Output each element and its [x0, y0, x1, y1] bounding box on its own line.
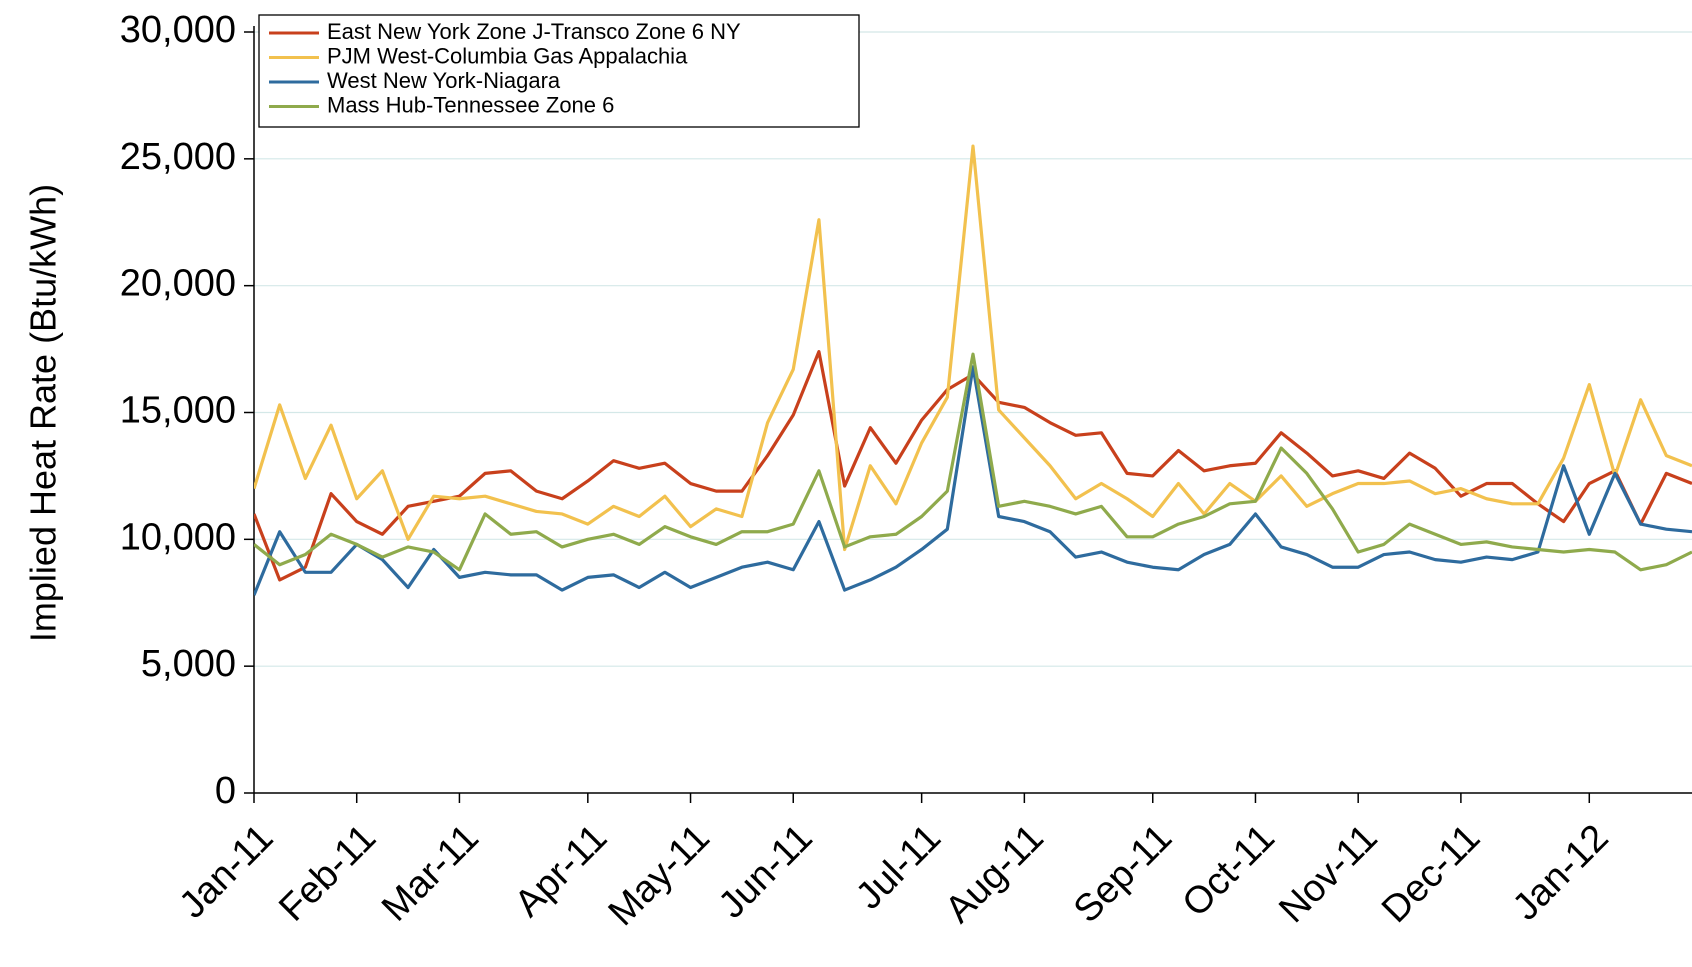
y-tick-label: 30,000	[120, 9, 236, 51]
y-tick-label: 10,000	[120, 516, 236, 558]
series-group	[254, 365, 1692, 596]
legend-label: PJM West-Columbia Gas Appalachia	[327, 43, 688, 68]
x-tick-label: Mar-11	[374, 817, 487, 930]
x-tick-label: Dec-11	[1374, 817, 1488, 931]
x-tick-label: Feb-11	[271, 817, 384, 930]
x-tick-label: May-11	[601, 817, 718, 934]
x-tick-label: Aug-11	[937, 817, 1051, 931]
x-tick-label: Oct-11	[1175, 817, 1283, 925]
series-group	[254, 352, 1692, 572]
y-axis-title: Implied Heat Rate (Btu/kWh)	[23, 184, 64, 642]
x-tick-label: Jan-12	[1505, 817, 1617, 929]
series-line	[254, 352, 1692, 572]
series-group	[254, 144, 1692, 552]
x-tick-label: Nov-11	[1271, 817, 1385, 931]
legend-label: East New York Zone J-Transco Zone 6 NY	[327, 19, 741, 44]
legend-label: Mass Hub-Tennessee Zone 6	[327, 92, 614, 117]
y-tick-label: 5,000	[141, 643, 236, 685]
y-tick-label: 15,000	[120, 390, 236, 432]
legend-box	[258, 14, 860, 128]
series-line	[254, 144, 1692, 552]
x-tick-label: Sep-11	[1066, 817, 1180, 931]
y-tick-label: 0	[215, 770, 236, 812]
x-tick-label: Jun-11	[711, 817, 821, 927]
y-tick-label: 20,000	[120, 263, 236, 305]
x-tick-label: Apr-11	[507, 817, 615, 925]
x-tick-label: Jul-11	[848, 817, 949, 918]
series-line	[254, 365, 1692, 596]
legend-label: West New York-Niagara	[327, 68, 561, 93]
y-tick-label: 25,000	[120, 136, 236, 178]
x-tick-label: Jan-11	[172, 817, 282, 927]
